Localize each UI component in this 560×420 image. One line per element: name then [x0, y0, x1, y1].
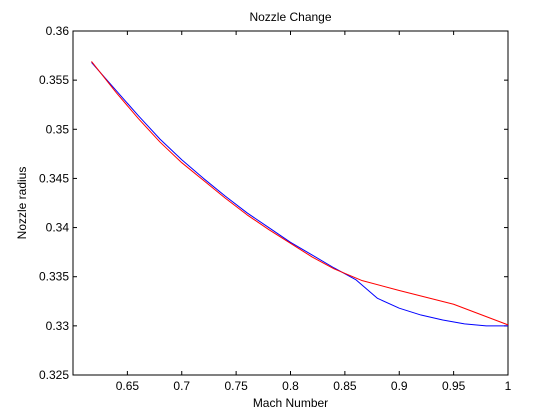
y-axis-label: Nozzle radius — [15, 167, 29, 240]
tick-labels: 0.65 0.7 0.75 0.8 0.85 0.9 0.95 1 0.325 0.33 0.335… — [39, 24, 512, 393]
x-tick-label: 0.85 — [333, 379, 357, 393]
x-tick-label: 0.65 — [116, 379, 140, 393]
ticks — [73, 30, 509, 376]
series — [91, 61, 509, 327]
x-axis-label: Mach Number — [253, 396, 328, 410]
x-tick-label: 0.75 — [224, 379, 248, 393]
y-tick-label: 0.335 — [39, 270, 69, 284]
y-tick-label: 0.355 — [39, 73, 69, 87]
y-tick-label: 0.325 — [39, 368, 69, 382]
y-tick-label: 0.33 — [46, 319, 70, 333]
y-tick-label: 0.34 — [46, 221, 70, 235]
series-line-1 — [91, 62, 508, 327]
y-tick-label: 0.345 — [39, 171, 69, 185]
x-tick-label: 0.9 — [391, 379, 408, 393]
y-tick-label: 0.36 — [46, 24, 70, 38]
chart-title: Nozzle Change — [249, 10, 331, 24]
series-line-2 — [91, 61, 509, 326]
x-tick-label: 0.95 — [442, 379, 466, 393]
x-tick-label: 0.8 — [282, 379, 299, 393]
y-tick-label: 0.35 — [46, 122, 70, 136]
plot-area — [72, 30, 509, 376]
x-tick-label: 1 — [505, 379, 512, 393]
x-tick-label: 0.7 — [173, 379, 190, 393]
